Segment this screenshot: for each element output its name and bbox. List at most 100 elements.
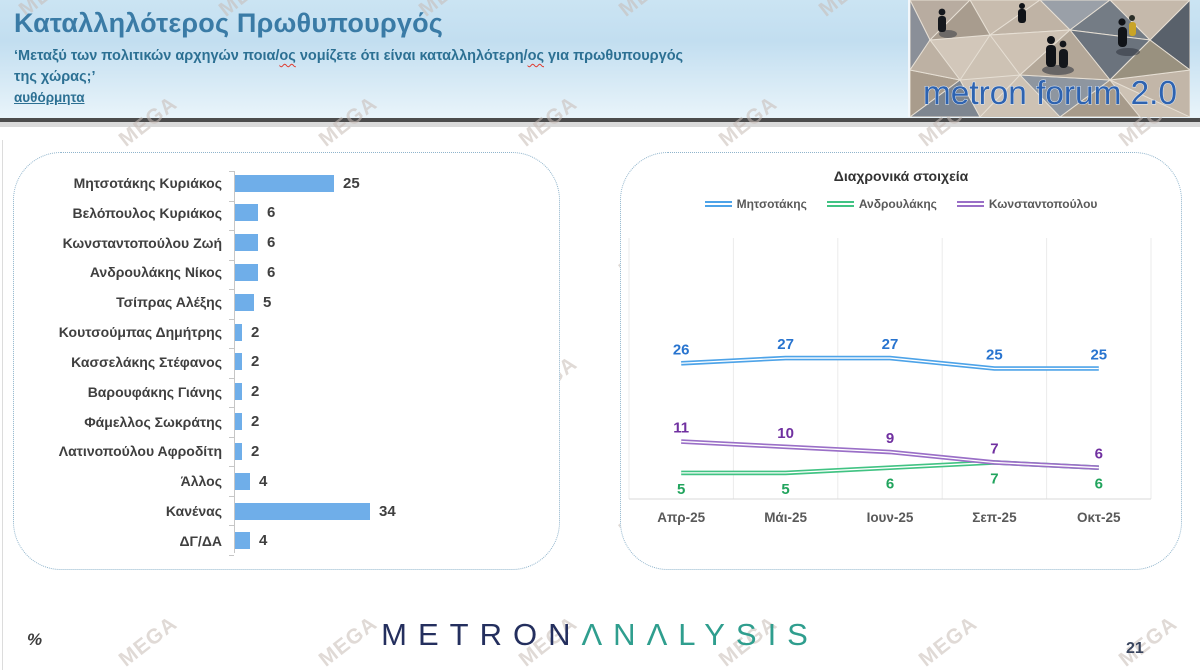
bar	[234, 263, 258, 281]
series-line-highlight	[681, 440, 1099, 469]
bar-value-label: 2	[251, 353, 260, 371]
watermark-text: MEGA	[914, 611, 982, 672]
bar-category-label: Κασσελάκης Στέφανος	[71, 353, 222, 370]
bar-value-label: 6	[267, 234, 276, 252]
data-label: 7	[990, 440, 998, 457]
metron-forum-photo: metron forum 2.0	[910, 0, 1190, 117]
line-chart-legend: Μητσοτάκης Ανδρουλάκης Κωνσταντοπούλου	[621, 197, 1181, 211]
bar-category-label: Τσίπρας Αλέξης	[116, 294, 222, 311]
metron-forum-logo: metron forum 2.0	[908, 0, 1190, 117]
x-axis-label: Απρ-25	[657, 510, 705, 525]
bar-value-label: 5	[263, 293, 272, 311]
bar-axis-tick	[229, 171, 234, 172]
people-silhouettes	[938, 3, 1140, 75]
bar	[234, 532, 250, 550]
data-label: 10	[777, 425, 794, 442]
data-label: 7	[990, 470, 998, 487]
subtitle-text: για πρωθυπουργός	[544, 48, 684, 64]
bar-axis-tick	[229, 200, 234, 202]
bar-row: Λατινοπούλου Αφροδίτη 2	[22, 437, 543, 465]
legend-line-swatch	[826, 201, 854, 207]
bar	[234, 413, 242, 431]
legend-line-swatch	[704, 201, 732, 207]
bar-value-label: 6	[267, 263, 276, 281]
legend-item: Ανδρουλάκης	[826, 197, 937, 211]
bar-axis-tick	[229, 525, 234, 527]
bar-axis-tick	[229, 259, 234, 261]
x-axis-label: Οκτ-25	[1077, 510, 1121, 525]
bar-value-label: 2	[251, 323, 260, 341]
bar-chart-axis	[234, 171, 235, 553]
bar-axis-tick	[229, 318, 234, 320]
bar-category-label: Κανένας	[165, 503, 222, 520]
page-title: Καταλληλότερος Πρωθυπουργός	[14, 8, 444, 38]
survey-question-line2: της χώρας;’	[14, 69, 96, 85]
data-label: 27	[882, 336, 899, 353]
bar-category-label: Κωνσταντοπούλου Ζωή	[62, 234, 222, 251]
bar	[234, 353, 242, 371]
bar-row: Φάμελλος Σωκράτης 2	[22, 408, 543, 436]
watermark-text: MEGA	[314, 611, 382, 672]
bar-row: Κουτσούμπας Δημήτρης 2	[22, 318, 543, 346]
bar-axis-tick	[229, 555, 234, 556]
bar-row: Μητσοτάκης Κυριάκος 25	[22, 169, 543, 197]
bar-axis-tick	[229, 377, 234, 379]
bar-category-label: Μητσοτάκης Κυριάκος	[73, 175, 222, 191]
bar-category-label: Φάμελλος Σωκράτης	[84, 413, 222, 430]
percent-unit-label: %	[27, 630, 43, 649]
bar-row: Άλλος 4	[22, 467, 543, 495]
bar-category-label: Κουτσούμπας Δημήτρης	[58, 324, 222, 341]
bar	[234, 442, 242, 460]
bar-chart-panel: Μητσοτάκης Κυριάκος 25 Βελόπουλος Κυριάκος…	[13, 152, 560, 570]
x-axis-label: Μάι-25	[764, 510, 807, 525]
bar-value-label: 6	[267, 204, 276, 222]
bar-row: Κανένας 34	[22, 497, 543, 525]
metron-forum-logo-text: metron forum 2.0	[923, 74, 1177, 111]
page-number: 21	[1126, 640, 1144, 657]
note-spontaneous: αυθόρμητα	[14, 90, 85, 105]
data-label: 25	[1090, 347, 1107, 364]
bar	[234, 323, 242, 341]
bar-axis-tick	[229, 348, 234, 350]
bar-category-label: Ανδρουλάκης Νίκος	[89, 264, 222, 281]
legend-line-swatch	[956, 201, 984, 207]
legend-label: Ανδρουλάκης	[858, 197, 937, 211]
legend-label: Κωνσταντοπούλου	[988, 197, 1098, 211]
series-line-highlight	[681, 357, 1099, 370]
data-label: 6	[1095, 476, 1103, 493]
data-label: 25	[986, 347, 1003, 364]
brand-metron: METRON	[381, 617, 582, 652]
bar-row: ΔΓ/ΔΑ 4	[22, 527, 543, 555]
x-axis-label: Ιουν-25	[867, 510, 914, 525]
bar-value-label: 4	[259, 532, 268, 550]
header-text: Καταλληλότερος Πρωθυπουργός ‘Μεταξύ των …	[14, 8, 874, 107]
line-chart: 26 27 27 25 25 5 5 6 7 6 11 10 9 7 6 Απρ-25 Μάι-25 Ιουν-2…	[628, 238, 1152, 525]
bar-row: Τσίπρας Αλέξης 5	[22, 288, 543, 316]
spellcheck-underline: ος	[527, 48, 544, 64]
bar-category-label: Βελόπουλος Κυριάκος	[72, 204, 223, 221]
bar-axis-tick	[229, 289, 234, 291]
bar-axis-tick	[229, 466, 234, 468]
bar-chart: Μητσοτάκης Κυριάκος 25 Βελόπουλος Κυριάκος…	[22, 169, 543, 556]
bar-value-label: 2	[251, 383, 260, 401]
bar-axis-tick	[229, 495, 234, 497]
bar	[234, 472, 250, 490]
bar-row: Κασσελάκης Στέφανος 2	[22, 348, 543, 376]
bar-row: Βελόπουλος Κυριάκος 6	[22, 199, 543, 227]
data-label: 26	[673, 341, 690, 358]
bar-axis-tick	[229, 436, 234, 438]
data-label: 6	[886, 476, 894, 493]
bar	[234, 293, 254, 311]
bar-value-label: 34	[379, 502, 396, 520]
bar	[234, 204, 258, 222]
data-label: 6	[1095, 446, 1103, 463]
data-label: 5	[781, 481, 789, 498]
bar-category-label: Βαρουφάκης Γιάνης	[87, 383, 222, 400]
bar-row: Βαρουφάκης Γιάνης 2	[22, 378, 543, 406]
subtitle-text: ‘Μεταξύ των πολιτικών αρχηγών ποια/	[14, 48, 280, 64]
legend-item: Μητσοτάκης	[704, 197, 807, 211]
bar-axis-tick	[229, 407, 234, 409]
watermark-text: MEGA	[1114, 611, 1182, 672]
line-chart-panel: Διαχρονικά στοιχεία Μητσοτάκης Ανδρουλάκη…	[620, 152, 1182, 570]
